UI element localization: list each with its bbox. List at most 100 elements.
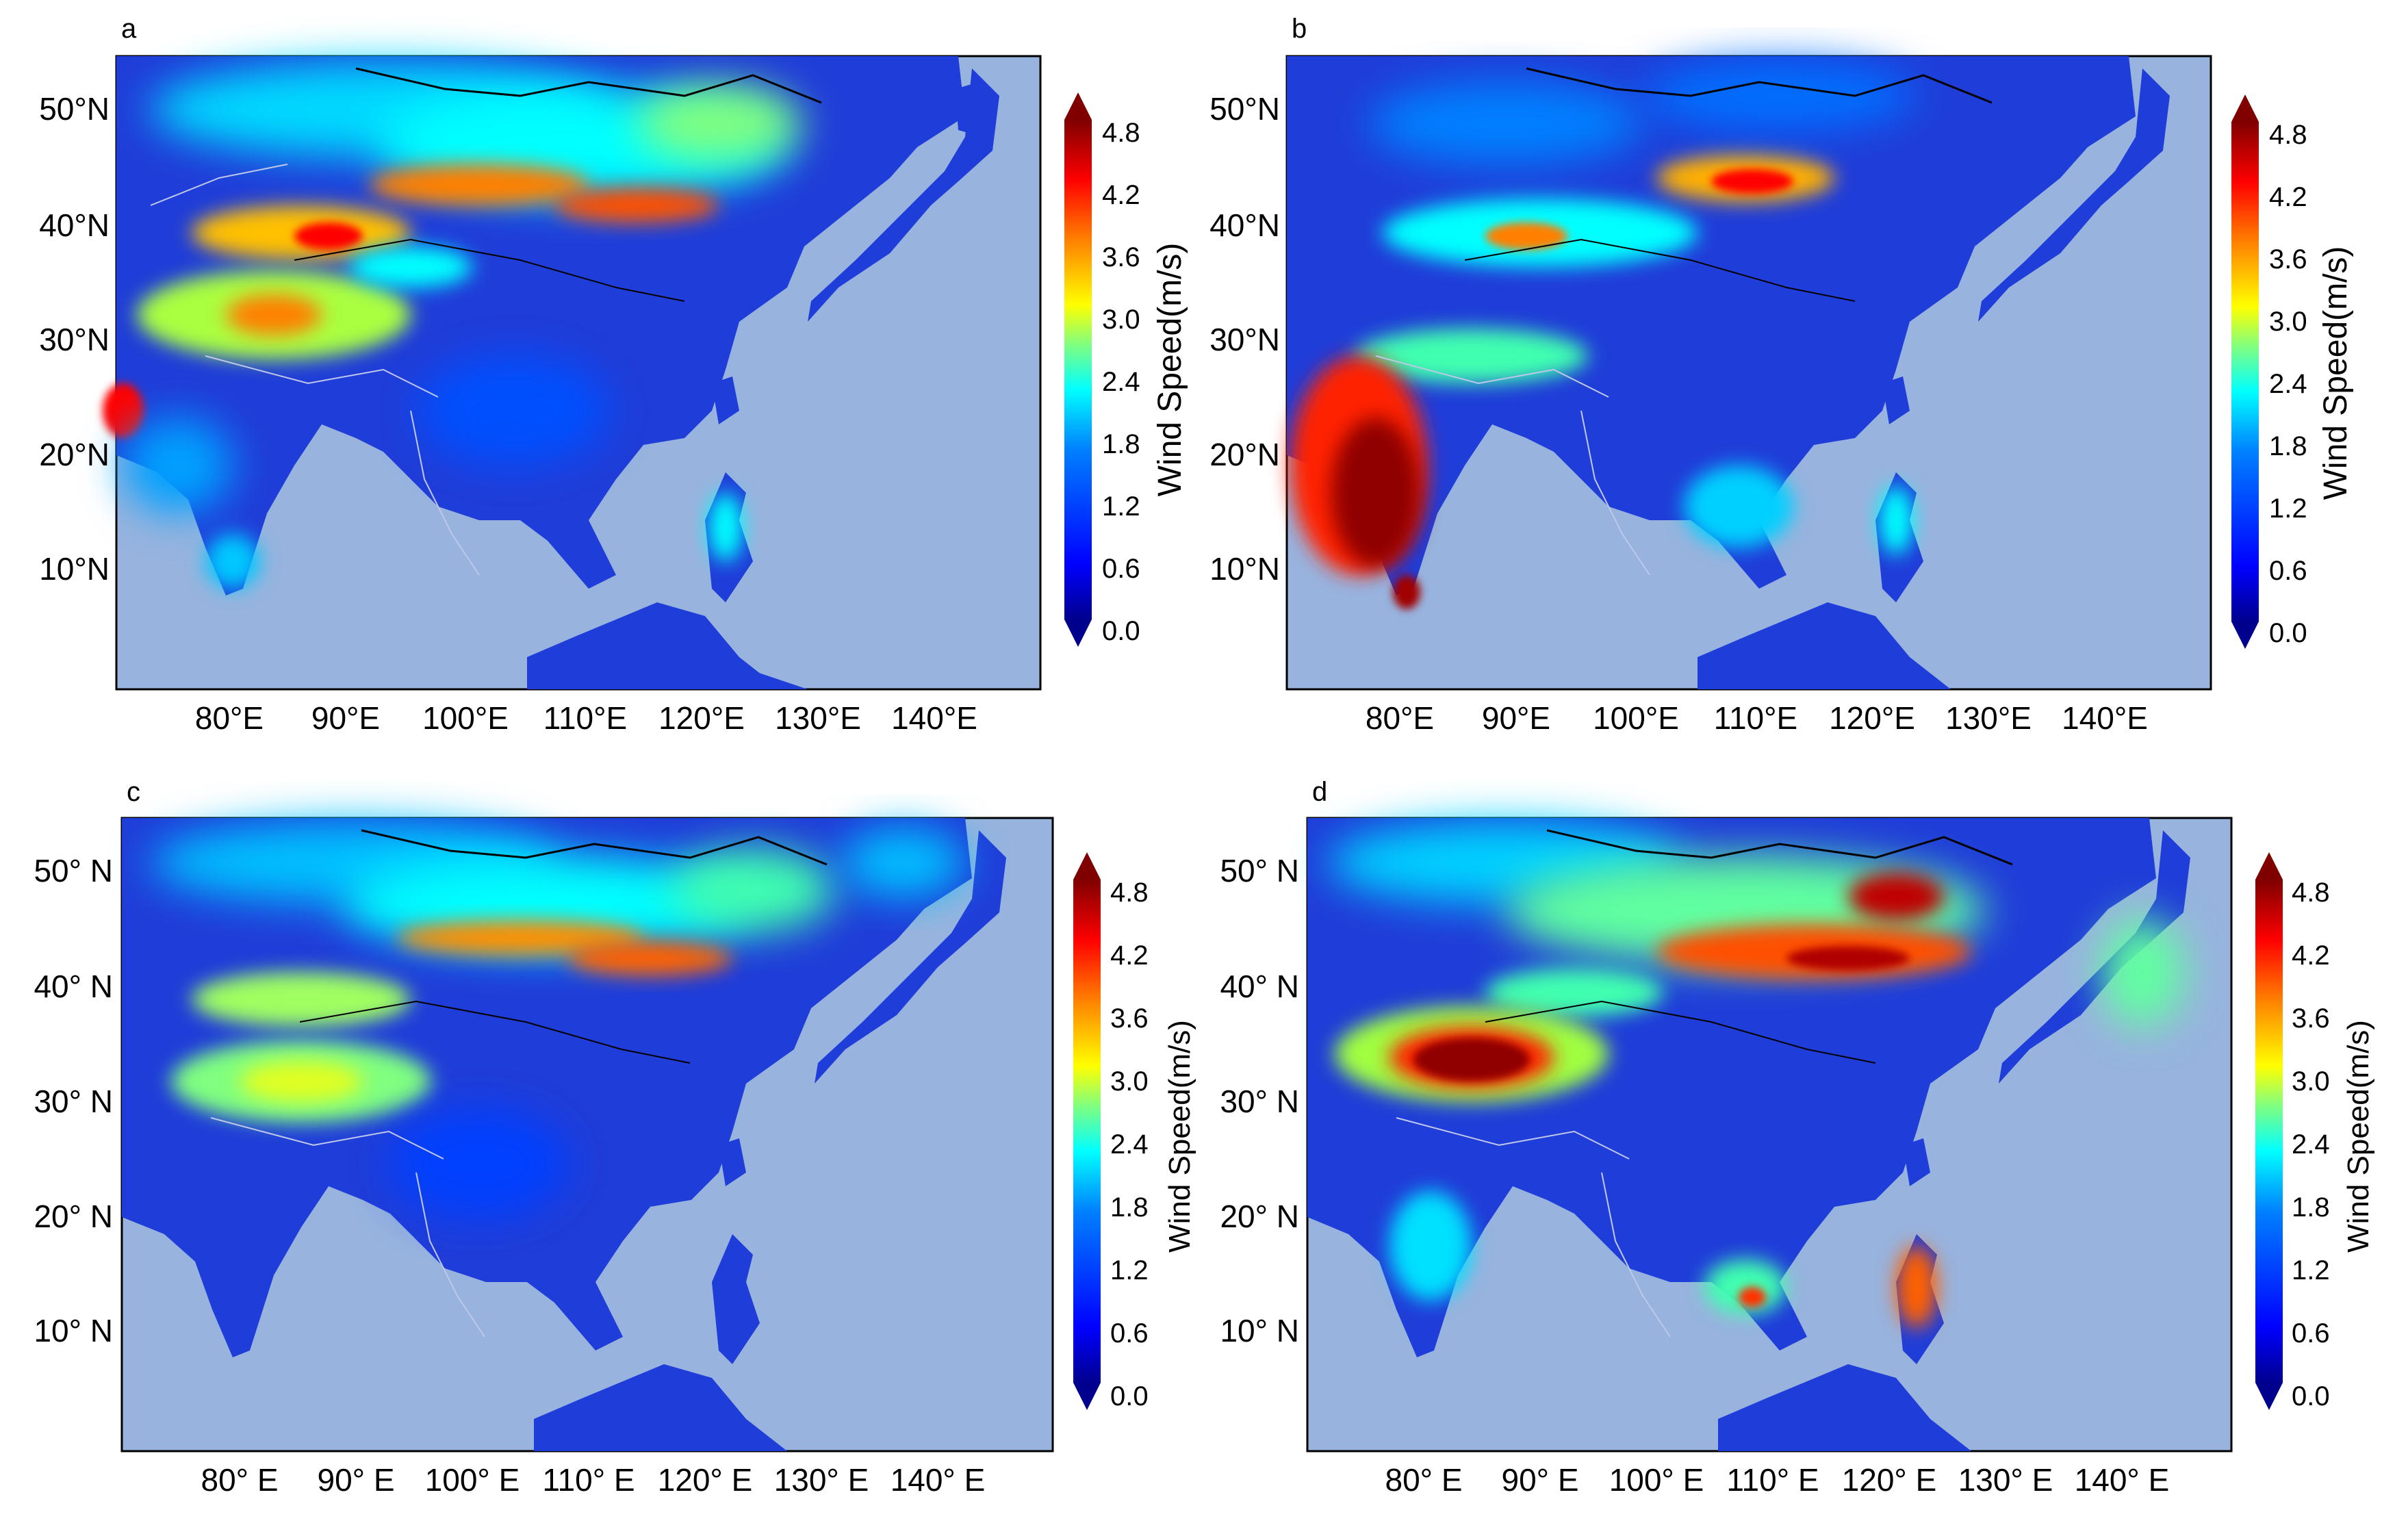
colorbar-tick: 3.0 <box>1102 305 1140 335</box>
lon-label: 110° E <box>542 1462 635 1498</box>
lat-label: 40°N <box>1209 207 1280 243</box>
lat-label: 50° N <box>34 853 113 888</box>
lon-label: 130°E <box>775 700 861 736</box>
colorbar-tick: 4.2 <box>1110 940 1149 971</box>
lat-label: 30° N <box>34 1084 113 1119</box>
colorbar-tick: 0.6 <box>1102 554 1140 584</box>
lat-label: 50°N <box>39 91 110 127</box>
panel-label-c: c <box>127 777 140 807</box>
lon-label: 100°E <box>1593 700 1679 736</box>
lat-label: 20° N <box>34 1199 113 1234</box>
lon-label: 120°E <box>658 700 745 736</box>
lon-label: 80° E <box>1385 1462 1462 1498</box>
panel-label-d: d <box>1312 777 1327 807</box>
colorbar-tick: 0.0 <box>2292 1381 2330 1411</box>
lon-label: 110° E <box>1726 1462 1819 1498</box>
lat-label: 20° N <box>1220 1199 1299 1234</box>
colorbar-tick: 2.4 <box>1102 367 1140 397</box>
wind-field-b <box>1290 62 1917 609</box>
colorbar-tick: 3.6 <box>2292 1003 2330 1034</box>
lon-label: 90° E <box>317 1462 394 1498</box>
lon-label: 140°E <box>2062 700 2148 736</box>
wind-field-c <box>151 821 965 1218</box>
lon-labels-c: 80° E 90° E 100° E 110° E 120° E 130° E … <box>201 1462 985 1498</box>
colorbar-tick: 4.2 <box>1102 180 1140 210</box>
colorbar-tick: 0.0 <box>1110 1381 1149 1411</box>
panel-label-a: a <box>121 14 137 44</box>
colorbar-tick: 0.0 <box>2269 618 2307 648</box>
lat-labels-c: 50° N 40° N 30° N 20° N 10° N <box>34 853 113 1348</box>
lon-label: 120° E <box>658 1462 753 1498</box>
panel-a: a 50°N 40°N 30°N 20°N 10°N 80°E 90°E 100… <box>39 14 1188 736</box>
lat-label: 20°N <box>39 437 110 472</box>
boundaries-c <box>210 829 828 1338</box>
colorbar-tick: 1.8 <box>1110 1192 1149 1223</box>
colorbar-tick: 1.8 <box>2292 1192 2330 1223</box>
colorbar-tick: 1.8 <box>1102 429 1140 459</box>
lat-label: 10°N <box>39 551 110 587</box>
lat-label: 50° N <box>1220 853 1299 888</box>
colorbar-tick: 3.0 <box>2292 1066 2330 1097</box>
colorbar-label: Wind Speed(m/s) <box>2342 1020 2375 1253</box>
colorbar-tick: 4.2 <box>2292 940 2330 971</box>
panel-c: c 50° N 40° N 30° N 20° N 10° N 80° E 90… <box>34 777 1196 1498</box>
lon-label: 110°E <box>1714 700 1797 736</box>
colorbar-tick: 2.4 <box>2292 1129 2330 1160</box>
panel-label-b: b <box>1292 14 1307 44</box>
lat-label: 40°N <box>39 207 110 243</box>
lat-labels-d: 50° N 40° N 30° N 20° N 10° N <box>1220 853 1299 1348</box>
lat-label: 50°N <box>1209 91 1280 127</box>
lon-label: 90° E <box>1501 1462 1578 1498</box>
colorbar-tick: 3.6 <box>1102 242 1140 272</box>
map-frame-d <box>1306 817 2233 1452</box>
colorbar-tick: 0.6 <box>2269 556 2307 586</box>
wind-field-a <box>103 62 801 589</box>
land-mass-c <box>122 818 1006 1451</box>
lon-label: 140°E <box>891 700 977 736</box>
lat-labels-b: 50°N 40°N 30°N 20°N 10°N <box>1209 91 1280 587</box>
lon-label: 120°E <box>1829 700 1915 736</box>
lon-labels-a: 80°E 90°E 100°E 110°E 120°E 130°E 140°E <box>195 700 977 736</box>
colorbar-tick: 2.4 <box>1110 1129 1149 1160</box>
lon-label: 120° E <box>1842 1462 1937 1498</box>
panel-b: b 50°N 40°N 30°N 20°N 10°N 80°E 90°E 100… <box>1209 14 2354 736</box>
colorbar-tick: 3.0 <box>1110 1066 1149 1097</box>
boundaries-a <box>150 67 822 576</box>
lat-label: 30°N <box>1209 322 1280 357</box>
colorbar-label: Wind Speed(m/s) <box>2318 246 2354 500</box>
colorbar-tick: 2.4 <box>2269 369 2307 399</box>
lon-label: 90°E <box>1482 700 1550 736</box>
lon-label: 130° E <box>774 1462 869 1498</box>
land-mass-a <box>116 56 999 689</box>
lon-label: 130°E <box>1945 700 2032 736</box>
colorbar-tick: 4.2 <box>2269 182 2307 212</box>
colorbar-tick: 3.6 <box>2269 244 2307 274</box>
colorbar-tick: 0.6 <box>2292 1318 2330 1348</box>
lat-label: 10° N <box>1220 1313 1299 1348</box>
lat-label: 40° N <box>1220 969 1299 1004</box>
map-frame-b <box>1285 55 2212 691</box>
colorbar-c: 4.8 4.2 3.6 3.0 2.4 1.8 1.2 0.6 0.0 Wind… <box>1073 852 1196 1411</box>
lon-labels-b: 80°E 90°E 100°E 110°E 120°E 130°E 140°E <box>1366 700 2148 736</box>
lat-label: 30°N <box>39 322 110 357</box>
lon-label: 80° E <box>201 1462 278 1498</box>
colorbar-tick: 1.2 <box>2292 1255 2330 1285</box>
lon-label: 140° E <box>891 1462 986 1498</box>
colorbar-a: 4.8 4.2 3.6 3.0 2.4 1.8 1.2 0.6 0.0 Wind… <box>1064 92 1188 647</box>
colorbar-d: 4.8 4.2 3.6 3.0 2.4 1.8 1.2 0.6 0.0 Wind… <box>2255 852 2375 1411</box>
lon-labels-d: 80° E 90° E 100° E 110° E 120° E 130° E … <box>1385 1462 2169 1498</box>
lat-label: 40° N <box>34 969 113 1004</box>
lon-label: 80°E <box>195 700 264 736</box>
lon-label: 130° E <box>1958 1462 2053 1498</box>
map-frame-c <box>120 817 1054 1452</box>
lon-label: 100° E <box>1609 1462 1704 1498</box>
lon-label: 110°E <box>543 700 627 736</box>
lon-label: 80°E <box>1366 700 1434 736</box>
boundaries-b <box>1375 67 1993 576</box>
lon-label: 100°E <box>422 700 509 736</box>
lon-label: 90°E <box>311 700 380 736</box>
lat-label: 20°N <box>1209 437 1280 472</box>
colorbar-tick: 4.8 <box>2269 120 2307 150</box>
